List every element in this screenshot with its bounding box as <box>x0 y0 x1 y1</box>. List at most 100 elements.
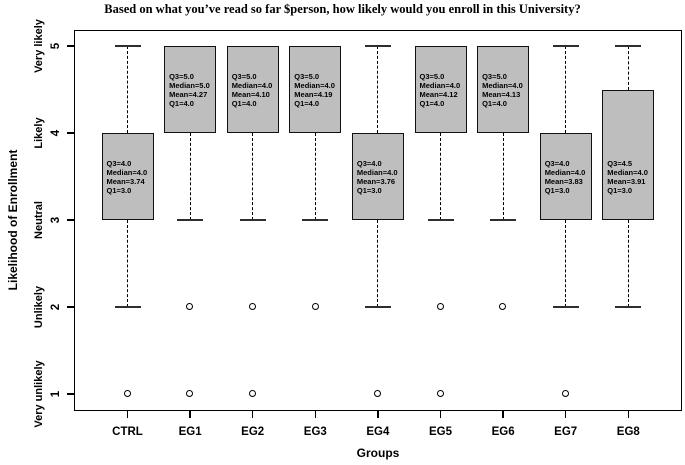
lower-whisker <box>314 133 316 220</box>
outlier-point <box>249 303 256 311</box>
lower-whisker-cap <box>615 306 642 308</box>
box-annotation: Q3=5.0 Median=4.0 Mean=4.10 Q1=4.0 <box>232 72 273 108</box>
box-annotation-line: Q3=4.0 <box>544 158 570 168</box>
box <box>226 46 279 133</box>
box-annotation-line: Median=4.0 <box>106 167 148 177</box>
box-annotation-line: Q3=4.0 <box>106 158 132 168</box>
x-tick <box>189 411 191 418</box>
box-annotation-line: Q3=5.0 <box>419 71 445 81</box>
x-axis-title: Groups <box>356 446 400 460</box>
outlier-point <box>562 390 569 398</box>
outlier-point <box>311 303 319 311</box>
box-annotation-line: Q1=4.0 <box>169 98 194 108</box>
box-annotation-line: Q3=4.5 <box>607 158 633 168</box>
box-annotation: Q3=4.0 Median=4.0 Mean=3.83 Q1=3.0 <box>545 159 586 195</box>
box-annotation-line: Q1=3.0 <box>106 185 132 195</box>
lower-whisker <box>440 133 441 220</box>
box <box>164 46 217 133</box>
box-annotation-line: Q1=3.0 <box>607 185 633 195</box>
box-annotation-line: Mean=3.83 <box>544 176 583 186</box>
x-tick <box>126 411 129 418</box>
lower-whisker <box>252 133 254 220</box>
box-annotation: Q3=4.5 Median=4.0 Mean=3.91 Q1=3.0 <box>607 159 648 195</box>
box-annotation-line: Q3=5.0 <box>294 71 320 81</box>
box-annotation: Q3=4.0 Median=4.0 Mean=3.76 Q1=3.0 <box>357 159 398 195</box>
box-annotation-line: Mean=4.12 <box>419 89 458 99</box>
lower-whisker-cap <box>302 219 329 221</box>
box-annotation-line: Median=4.0 <box>482 80 523 90</box>
box <box>602 89 655 220</box>
upper-whisker-cap <box>615 45 642 47</box>
lower-whisker-cap <box>364 306 391 308</box>
x-tick <box>439 411 442 418</box>
y-tick <box>67 219 74 221</box>
box-annotation-line: Median=4.0 <box>294 80 335 90</box>
lower-whisker-cap <box>239 219 266 221</box>
lower-whisker-cap <box>427 219 454 221</box>
lower-whisker <box>627 220 629 307</box>
box-annotation-line: Mean=3.76 <box>356 176 396 186</box>
upper-whisker-cap <box>114 45 141 47</box>
box <box>477 46 530 133</box>
upper-whisker-cap <box>552 45 579 47</box>
box-annotation-line: Median=4.0 <box>419 80 461 90</box>
lower-whisker <box>565 220 567 307</box>
box-annotation-line: Q3=5.0 <box>231 71 257 81</box>
box <box>351 133 404 220</box>
lower-whisker-cap <box>490 219 517 221</box>
box <box>289 46 342 133</box>
box-annotation-line: Mean=3.91 <box>607 176 646 186</box>
box-annotation: Q3=4.0 Median=4.0 Mean=3.74 Q1=3.0 <box>107 159 148 195</box>
y-axis-title: Likelihood of Enrollment <box>6 149 20 291</box>
box-annotation: Q3=5.0 Median=4.0 Mean=4.13 Q1=4.0 <box>482 72 523 108</box>
box-annotation-line: Median=4.0 <box>607 167 648 177</box>
box-annotation-line: Median=4.0 <box>356 167 398 177</box>
upper-whisker-cap <box>364 45 391 47</box>
outlier-point <box>436 303 444 311</box>
x-tick-label: EG6 <box>491 426 515 438</box>
x-tick <box>251 411 254 418</box>
x-tick <box>314 411 317 418</box>
box-annotation-line: Q1=3.0 <box>356 185 382 195</box>
lower-whisker-cap <box>114 306 141 308</box>
y-tick-number: 1 <box>50 390 62 398</box>
outlier-point <box>249 390 256 398</box>
box-annotation-line: Q1=4.0 <box>419 98 445 108</box>
y-tick <box>67 132 74 134</box>
outlier-point <box>186 303 194 311</box>
box-annotation-line: Q3=4.0 <box>356 158 382 168</box>
lower-whisker <box>127 220 128 307</box>
box-annotation-line: Q1=4.0 <box>294 98 320 108</box>
box-annotation: Q3=5.0 Median=5.0 Mean=4.27 Q1=4.0 <box>169 72 210 108</box>
lower-whisker-cap <box>177 219 204 221</box>
box-annotation: Q3=5.0 Median=4.0 Mean=4.19 Q1=4.0 <box>294 72 335 108</box>
x-tick-label: CTRL <box>112 426 143 438</box>
box-annotation-line: Q3=5.0 <box>169 71 194 81</box>
box <box>414 46 467 133</box>
box-annotation-line: Mean=4.27 <box>169 89 208 99</box>
lower-whisker <box>502 133 504 220</box>
chart-title: Based on what you’ve read so far $person… <box>104 2 581 16</box>
box-annotation-line: Median=5.0 <box>169 80 210 90</box>
box-annotation-line: Q1=3.0 <box>544 185 570 195</box>
box-annotation: Q3=5.0 Median=4.0 Mean=4.12 Q1=4.0 <box>420 72 461 108</box>
x-tick-label: EG5 <box>428 426 452 438</box>
box-annotation-line: Mean=4.13 <box>482 89 521 99</box>
lower-whisker <box>189 133 191 220</box>
x-tick <box>377 411 379 418</box>
upper-whisker <box>377 46 379 133</box>
outlier-point <box>186 390 194 398</box>
box-annotation-line: Median=4.0 <box>544 167 586 177</box>
y-tick <box>67 393 74 395</box>
outlier-point <box>374 390 382 398</box>
box <box>101 133 154 220</box>
outlier-point <box>499 303 507 311</box>
upper-whisker <box>565 46 567 133</box>
y-tick <box>67 306 74 308</box>
x-tick <box>502 411 504 418</box>
upper-whisker <box>627 46 629 90</box>
y-tick-word: Very unlikely <box>33 360 45 428</box>
x-tick-label: EG4 <box>366 426 390 438</box>
x-tick <box>564 411 567 418</box>
